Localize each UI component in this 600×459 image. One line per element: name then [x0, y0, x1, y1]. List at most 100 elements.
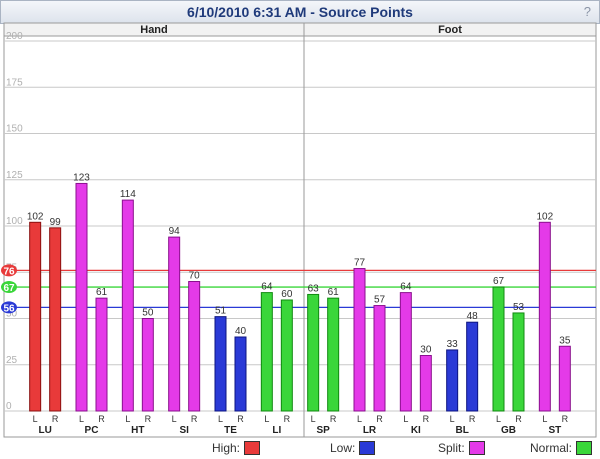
bar-value-label: 102 [536, 211, 553, 222]
bar-value-label: 99 [50, 217, 62, 228]
side-label: R [237, 414, 244, 424]
side-label: R [423, 414, 430, 424]
side-label: L [311, 414, 316, 424]
bar-li-l [260, 292, 273, 412]
bar-value-label: 40 [235, 326, 247, 337]
bar-value-label: 102 [27, 211, 44, 222]
bar-te-r [234, 336, 247, 412]
bar-value-label: 61 [328, 287, 340, 298]
bar-value-label: 60 [281, 289, 293, 300]
bar-lr-l [353, 268, 366, 412]
side-label: L [450, 414, 455, 424]
category-label-ki: KI [411, 425, 421, 436]
bar-si-l [168, 236, 181, 412]
bar-lr-r [373, 305, 386, 412]
bar-value-label: 33 [447, 339, 459, 350]
bar-value-label: 63 [308, 283, 320, 294]
side-label: R [376, 414, 383, 424]
bar-sp-r [327, 297, 340, 412]
legend-swatch-high [244, 441, 261, 455]
bar-ht-r [141, 318, 154, 412]
bar-value-label: 70 [189, 271, 201, 282]
bar-sp-l [307, 293, 320, 412]
category-label-pc: PC [85, 425, 99, 436]
section-label-foot: Foot [438, 24, 462, 36]
bar-value-label: 35 [559, 335, 571, 346]
category-label-st: ST [548, 425, 561, 436]
bar-value-label: 48 [467, 311, 479, 322]
category-label-gb: GB [501, 425, 516, 436]
bar-st-r [558, 345, 571, 412]
side-label: L [496, 414, 501, 424]
side-label: L [79, 414, 84, 424]
y-tick-label: 25 [6, 355, 18, 366]
legend-item-split: Split: [438, 441, 485, 455]
bar-value-label: 64 [400, 282, 412, 293]
bar-value-label: 67 [493, 276, 505, 287]
bar-value-label: 57 [374, 295, 386, 306]
side-label: L [357, 414, 362, 424]
legend-swatch-normal [576, 441, 593, 455]
bar-ht-l [121, 199, 134, 412]
title-bar: 6/10/2010 6:31 AM - Source Points ? [0, 0, 600, 24]
bar-si-r [188, 281, 201, 412]
reference-label-high: 76 [3, 266, 15, 277]
y-tick-label: 150 [6, 124, 23, 135]
bar-value-label: 77 [354, 258, 366, 269]
bar-st-l [538, 221, 551, 412]
section-label-hand: Hand [140, 24, 168, 36]
bar-pc-r [95, 297, 108, 412]
legend-label-normal: Normal: [530, 441, 573, 455]
bar-value-label: 50 [142, 308, 154, 319]
category-label-lu: LU [38, 425, 51, 436]
category-label-te: TE [224, 425, 237, 436]
bar-value-label: 51 [215, 306, 227, 317]
y-tick-label: 200 [6, 31, 23, 42]
legend-item-normal: Normal: [530, 441, 593, 455]
side-label: R [562, 414, 569, 424]
side-label: R [52, 414, 59, 424]
category-label-sp: SP [316, 425, 330, 436]
legend-label-high: High: [212, 441, 241, 455]
y-tick-label: 0 [6, 401, 12, 412]
side-label: R [330, 414, 337, 424]
y-tick-label: 50 [6, 309, 18, 320]
side-label: L [264, 414, 269, 424]
legend-swatch-low [359, 441, 376, 455]
chart-title: 6/10/2010 6:31 AM - Source Points [187, 4, 413, 20]
bar-gb-l [492, 286, 505, 412]
side-label: R [284, 414, 291, 424]
side-label: L [172, 414, 177, 424]
bar-gb-r [512, 312, 525, 412]
bar-li-r [280, 299, 293, 412]
legend-swatch-split [468, 441, 485, 455]
bar-value-label: 61 [96, 287, 108, 298]
bar-lu-l [29, 221, 42, 412]
help-icon[interactable]: ? [583, 4, 591, 19]
plot-frame [3, 22, 597, 438]
category-label-ht: HT [131, 425, 144, 436]
category-label-li: LI [272, 425, 281, 436]
bar-pc-l [75, 182, 88, 412]
category-label-lr: LR [363, 425, 377, 436]
side-label: R [98, 414, 105, 424]
bar-value-label: 64 [261, 282, 273, 293]
bar-lu-r [49, 227, 62, 412]
side-label: R [191, 414, 198, 424]
bar-ki-l [399, 292, 412, 412]
legend-label-split: Split: [438, 441, 465, 455]
side-label: L [218, 414, 223, 424]
side-label: L [33, 414, 38, 424]
bar-ki-r [419, 355, 432, 412]
side-label: R [515, 414, 522, 424]
reference-badge-high [1, 264, 17, 277]
bar-value-label: 123 [73, 172, 90, 183]
y-tick-label: 125 [6, 170, 23, 181]
side-label: L [125, 414, 130, 424]
y-tick-label: 100 [6, 216, 23, 227]
side-label: L [542, 414, 547, 424]
bar-bl-l [446, 349, 459, 412]
legend: High: Low: Split: Normal: [0, 439, 600, 459]
bar-bl-r [466, 321, 479, 412]
